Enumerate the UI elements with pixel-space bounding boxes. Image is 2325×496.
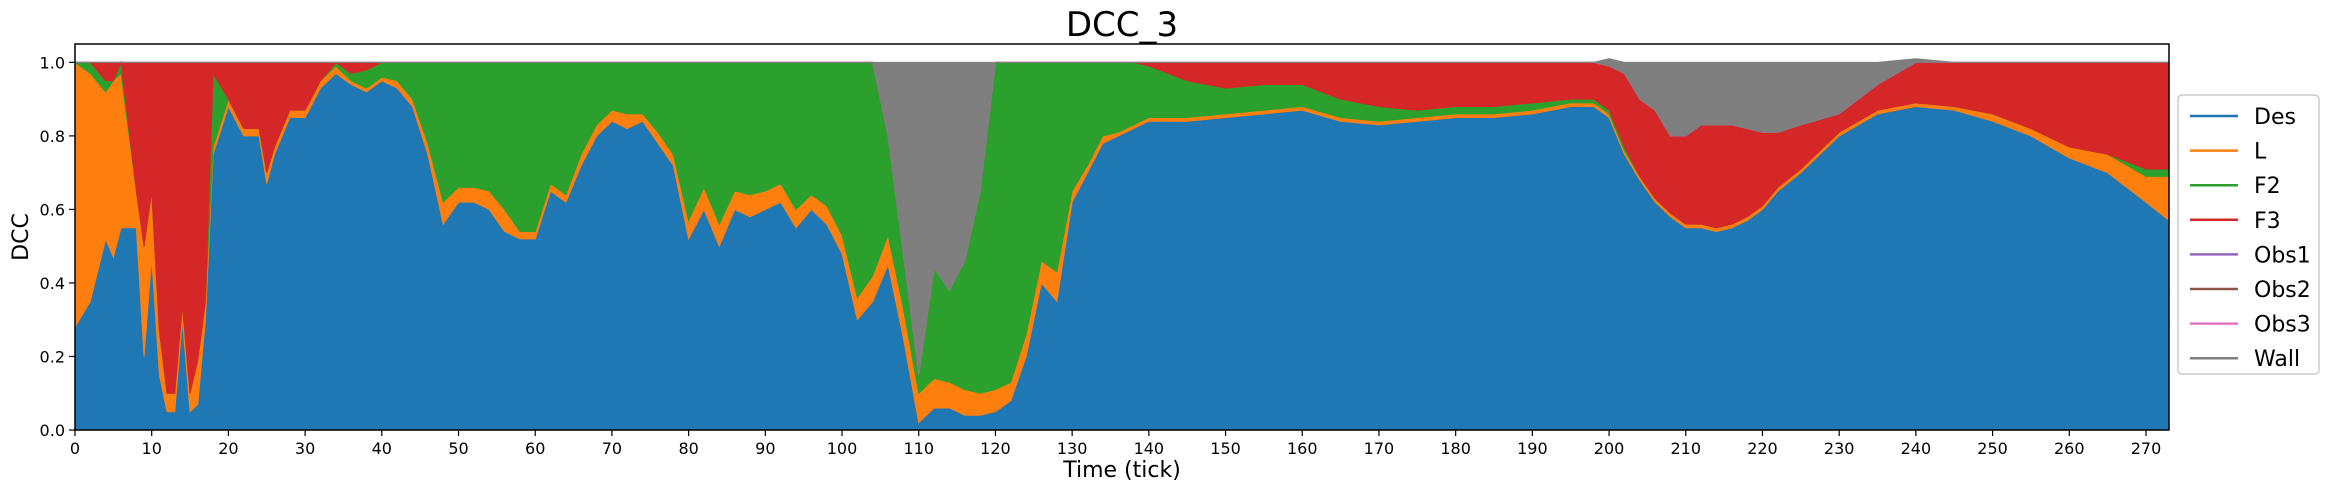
legend-label-obs1: Obs1 [2254,243,2311,268]
stacked-areas [73,58,2170,431]
y-tick-label: 0.8 [40,127,65,146]
x-axis-label: Time (tick) [1062,458,1181,483]
area-series-wall [75,58,2169,375]
y-tick-label: 0.0 [40,421,65,440]
legend-label-wall: Wall [2254,347,2300,372]
x-tick-label: 60 [525,439,545,458]
x-tick-label: 90 [755,439,775,458]
x-tick-label: 230 [1824,439,1855,458]
x-tick-label: 170 [1364,439,1395,458]
x-tick-label: 0 [70,439,80,458]
x-tick-label: 40 [372,439,392,458]
x-tick-label: 270 [2131,439,2162,458]
x-tick-label: 120 [980,439,1011,458]
legend-label-des: Des [2254,105,2296,130]
chart-title: DCC_3 [1066,5,1178,45]
x-tick-label: 190 [1517,439,1548,458]
y-axis-label: DCC [9,213,34,261]
x-tick-label: 210 [1670,439,1701,458]
x-tick-label: 20 [218,439,238,458]
y-tick-label: 1.0 [40,53,65,72]
x-tick-label: 100 [827,439,858,458]
y-tick-label: 0.4 [40,274,65,293]
x-tick-label: 140 [1134,439,1165,458]
x-tick-label: 130 [1057,439,1088,458]
x-tick-label: 30 [295,439,315,458]
legend-label-l: L [2254,140,2267,165]
legend-label-obs2: Obs2 [2254,278,2311,303]
x-tick-label: 150 [1210,439,1241,458]
plot-frame [74,43,2170,431]
x-tick-label: 260 [2054,439,2085,458]
x-tick-label: 180 [1440,439,1471,458]
legend: Des L F2 F3 Obs1 Obs2 Obs3 Wall [2177,94,2320,375]
x-tick-label: 240 [1901,439,1932,458]
x-tick-label: 200 [1594,439,1625,458]
legend-label-obs3: Obs3 [2254,313,2311,338]
y-tick-label: 0.6 [40,200,65,219]
y-axis: 0.0 0.2 0.4 0.6 0.8 1.0 [40,53,75,440]
x-tick-label: 250 [1977,439,2008,458]
x-tick-label: 80 [678,439,698,458]
x-tick-label: 10 [142,439,162,458]
legend-label-f2: F2 [2254,174,2281,199]
x-tick-label: 220 [1747,439,1778,458]
x-tick-label: 160 [1287,439,1318,458]
y-tick-label: 0.2 [40,347,65,366]
x-tick-label: 50 [448,439,468,458]
x-axis: 0 10 20 30 40 50 60 70 80 90 100 110 120 130 140 150 160… [70,430,2161,458]
x-tick-label: 70 [602,439,622,458]
x-tick-label: 110 [903,439,934,458]
legend-label-f3: F3 [2254,209,2281,234]
legend-box [2177,94,2320,375]
